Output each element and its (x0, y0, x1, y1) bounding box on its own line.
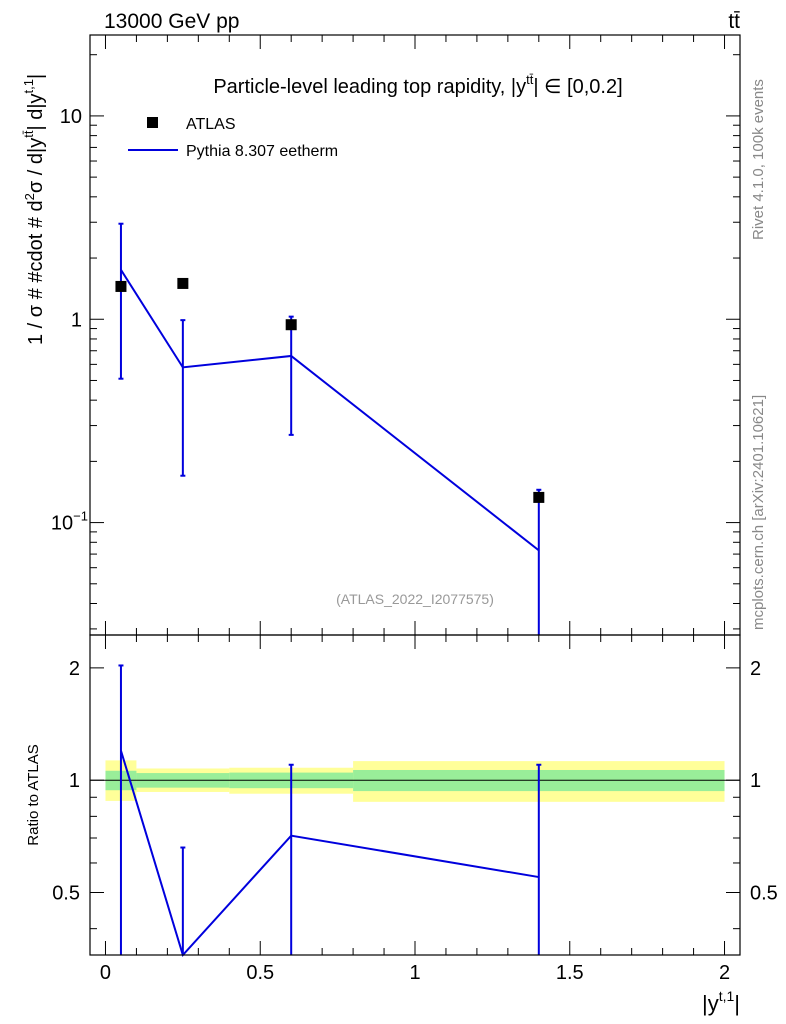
ratio-y-tick-label-left: 2 (69, 658, 80, 680)
atlas-data-point (177, 277, 189, 289)
ratio-panel: 0.5 0.5 1 1 2 2 0 0.5 1 1.5 2 Ratio to ATLAS |yt,1… (25, 634, 778, 1016)
ratio-y-tick-label-right: 0.5 (750, 883, 778, 905)
x-tick-label: 0.5 (246, 962, 274, 984)
atlas-data-point (533, 491, 545, 503)
ratio-axis-ticks: 0.5 0.5 1 1 2 2 0 0.5 1 1.5 2 (52, 635, 778, 984)
legend-atlas-marker (147, 117, 158, 128)
main-y-axis-label: 1 / σ # #cdot # d2σ / d|ytt̄| d|yt,1| (21, 74, 47, 345)
ratio-series-layer (118, 664, 542, 957)
x-tick-label: 1.5 (556, 962, 584, 984)
legend-atlas-label: ATLAS (186, 116, 236, 133)
ratio-y-tick-label-right: 2 (750, 658, 761, 680)
legend: ATLAS Pythia 8.307 eetherm (128, 116, 338, 160)
x-axis-label: |yt,1| (702, 988, 740, 1016)
header-process-label: tt̄ (728, 10, 740, 33)
ratio-pythia-line (119, 750, 539, 957)
atlas-data-point (285, 319, 297, 331)
rivet-version-label: Rivet 4.1.0, 100k events (750, 79, 767, 240)
x-tick-label: 0 (100, 962, 111, 984)
main-plot-title: Particle-level leading top rapidity, |yt… (213, 72, 622, 98)
main-y-tick-label: 1 (71, 309, 82, 331)
ratio-y-tick-label-left: 0.5 (52, 883, 80, 905)
legend-pythia-label: Pythia 8.307 eetherm (186, 143, 338, 160)
ratio-panel-frame (89, 634, 741, 956)
x-tick-label: 2 (719, 962, 730, 984)
header-energy-label: 13000 GeV pp (104, 10, 239, 33)
main-series-layer (115, 222, 545, 635)
ratio-uncertainty-bands (90, 760, 740, 802)
analysis-watermark: (ATLAS_2022_I2077575) (336, 591, 494, 607)
atlas-data-point (115, 280, 127, 292)
x-tick-label: 1 (409, 962, 420, 984)
main-y-tick-label: 10−1 (51, 509, 88, 535)
pythia-series-line (120, 269, 540, 552)
main-y-tick-exp: −1 (73, 509, 88, 524)
mcplots-label: mcplots.cern.ch [arXiv:2401.10621] (750, 395, 767, 630)
ratio-y-axis-label: Ratio to ATLAS (25, 744, 42, 845)
main-y-tick-label: 10 (60, 106, 82, 128)
ratio-y-tick-label-right: 1 (750, 770, 761, 792)
main-y-tick-base: 10 (51, 513, 73, 535)
ratio-y-tick-label-left: 1 (69, 770, 80, 792)
